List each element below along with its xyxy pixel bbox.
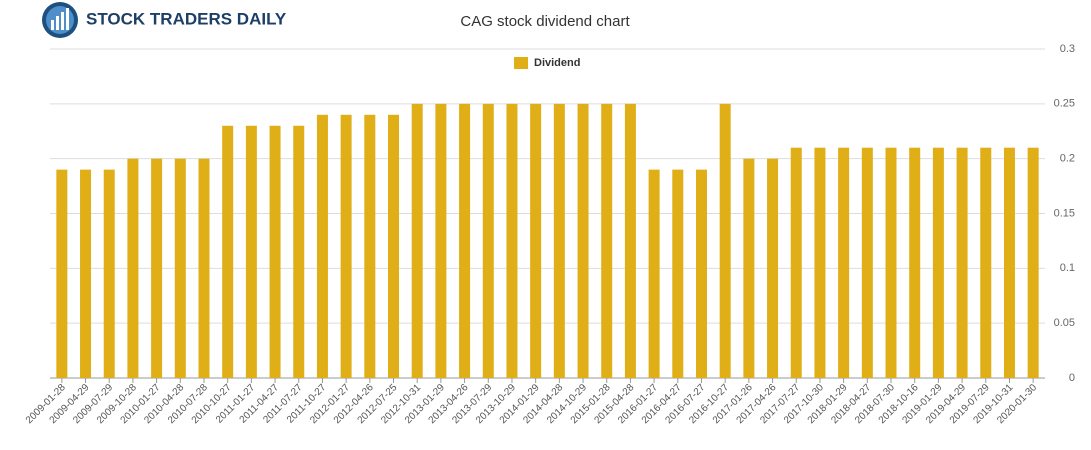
logo: STOCK TRADERS DAILY bbox=[42, 2, 287, 38]
bar bbox=[269, 125, 281, 379]
brand: STOCK TRADERS DAILY bbox=[86, 9, 287, 28]
bar bbox=[1003, 147, 1015, 378]
chart-title: CAG stock dividend chart bbox=[460, 13, 630, 30]
bar bbox=[506, 103, 518, 378]
bar bbox=[885, 147, 897, 378]
y-tick-label: 0.2 bbox=[1060, 153, 1075, 165]
legend-swatch bbox=[514, 57, 528, 69]
bar bbox=[222, 125, 234, 379]
bar bbox=[103, 169, 115, 378]
bar bbox=[198, 158, 210, 378]
bar bbox=[648, 169, 660, 378]
bar bbox=[909, 147, 921, 378]
bar bbox=[956, 147, 968, 378]
bar bbox=[127, 158, 139, 378]
y-tick-label: 0.1 bbox=[1060, 262, 1075, 274]
y-tick-label: 0 bbox=[1069, 372, 1075, 384]
bar bbox=[316, 114, 328, 379]
bar bbox=[743, 158, 755, 378]
bar bbox=[814, 147, 826, 378]
bar bbox=[553, 103, 565, 378]
bar bbox=[1027, 147, 1039, 378]
bar bbox=[293, 125, 305, 379]
bar bbox=[980, 147, 992, 378]
bar bbox=[56, 169, 68, 378]
bar bbox=[624, 103, 636, 378]
bar bbox=[174, 158, 186, 378]
bar bbox=[577, 103, 589, 378]
bar bbox=[861, 147, 873, 378]
bar bbox=[719, 103, 731, 378]
bar bbox=[388, 114, 400, 379]
bar bbox=[80, 169, 92, 378]
bar bbox=[459, 103, 471, 378]
bar bbox=[340, 114, 352, 379]
bar bbox=[530, 103, 542, 378]
legend-label: Dividend bbox=[534, 57, 580, 69]
bar bbox=[695, 169, 707, 378]
bar bbox=[245, 125, 257, 379]
bar bbox=[601, 103, 613, 378]
bar bbox=[411, 103, 423, 378]
bar bbox=[672, 169, 684, 378]
y-tick-label: 0.25 bbox=[1054, 98, 1075, 110]
bar bbox=[364, 114, 376, 379]
y-tick-label: 0.05 bbox=[1054, 317, 1075, 329]
y-tick-label: 0.3 bbox=[1060, 43, 1075, 55]
bar bbox=[932, 147, 944, 378]
y-tick-label: 0.15 bbox=[1054, 207, 1075, 219]
bar bbox=[790, 147, 802, 378]
bar bbox=[151, 158, 163, 378]
bar bbox=[435, 103, 447, 378]
bar bbox=[767, 158, 779, 378]
bar bbox=[482, 103, 494, 378]
bar bbox=[838, 147, 850, 378]
